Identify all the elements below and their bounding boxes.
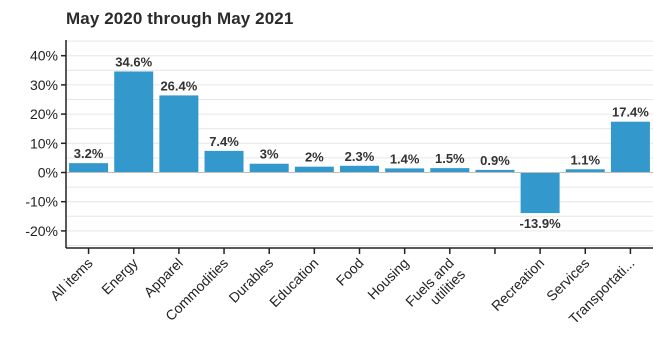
data-label: 0.9%	[480, 153, 510, 168]
data-labels: 3.2% 34.6% 26.4% 7.4% 3% 2% 2.3% 1.4% 1.5% 0.9% -1…	[74, 54, 650, 231]
bar	[385, 168, 425, 173]
y-tick-label: -10%	[25, 194, 58, 210]
bar	[249, 163, 289, 173]
y-tick-label: 0%	[38, 165, 58, 181]
data-label: 7.4%	[209, 134, 239, 149]
bar	[114, 71, 154, 173]
x-tick-label: Fuels andutilities	[402, 255, 468, 321]
data-label: 26.4%	[160, 78, 197, 93]
data-label: 1.5%	[435, 151, 465, 166]
bar	[520, 172, 560, 214]
bar	[294, 166, 334, 173]
chart-title: May 2020 through May 2021	[66, 9, 294, 28]
y-tick-label: 10%	[30, 135, 58, 151]
bar	[475, 169, 515, 173]
data-label: 3.2%	[74, 146, 104, 161]
bar	[69, 163, 109, 173]
data-label: 1.4%	[390, 151, 420, 166]
y-tick-label: 40%	[30, 48, 58, 64]
y-axis-ticks: 40% 30% 20% 10% 0% -10% -20%	[25, 48, 66, 239]
x-tick-label: Energy	[98, 255, 141, 298]
x-tick-label: Recreation	[488, 255, 547, 314]
data-label: 3%	[260, 147, 279, 162]
data-label: 34.6%	[115, 54, 152, 69]
y-tick-label: 30%	[30, 77, 58, 93]
bar	[204, 150, 244, 173]
data-label: 2%	[305, 150, 324, 165]
x-axis-ticks: All items Energy ApparelCommoditiesDurable…	[47, 248, 638, 327]
y-tick-label: 20%	[30, 106, 58, 122]
bars	[69, 71, 650, 214]
bar	[159, 95, 199, 173]
data-label: 17.4%	[612, 105, 649, 120]
bar	[610, 121, 650, 173]
x-tick-label: Education	[266, 255, 321, 310]
data-label: 2.3%	[345, 149, 375, 164]
bar	[340, 165, 379, 173]
x-tick-label: Food	[333, 255, 367, 289]
data-label: -13.9%	[520, 216, 562, 231]
gridlines	[66, 40, 653, 246]
x-tick-label: Apparel	[141, 255, 186, 300]
bar	[565, 169, 605, 173]
y-tick-label: -20%	[25, 223, 58, 239]
bar	[430, 168, 470, 173]
x-tick-label: All items	[47, 255, 96, 304]
data-label: 1.1%	[570, 152, 600, 167]
